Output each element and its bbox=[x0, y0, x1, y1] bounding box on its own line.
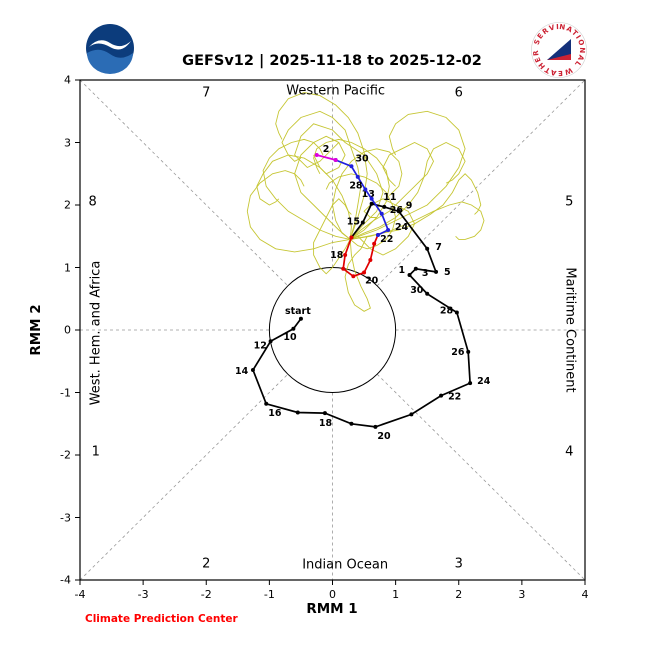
observed-trajectory-point bbox=[407, 273, 412, 277]
page-title: GEFSv12 | 2025-11-18 to 2025-12-02 bbox=[182, 53, 482, 69]
day-label: 24 bbox=[477, 376, 491, 387]
observed-trajectory-point bbox=[264, 401, 269, 406]
observed-trajectory-point bbox=[268, 339, 273, 344]
ensemble-trace bbox=[349, 141, 435, 240]
noaa-logo bbox=[86, 24, 134, 74]
day-label: 5 bbox=[444, 267, 451, 278]
ensemble-trace bbox=[350, 110, 466, 240]
day-label: 30 bbox=[355, 153, 369, 164]
observed-trajectory-point bbox=[434, 269, 439, 274]
forecast-week2-point bbox=[349, 164, 354, 169]
day-label: 11 bbox=[383, 192, 396, 203]
day-label: start bbox=[285, 306, 311, 317]
observed-trajectory-point bbox=[439, 393, 444, 398]
guide-lines bbox=[79, 79, 586, 581]
day-label: 26 bbox=[390, 205, 404, 216]
forecast-week3-point bbox=[333, 158, 338, 162]
forecast-week2-point bbox=[375, 233, 380, 237]
observed-trajectory-point bbox=[291, 326, 296, 331]
day-label: 30 bbox=[410, 285, 424, 296]
credit-text: Climate Prediction Center bbox=[85, 613, 238, 625]
day-label: 18 bbox=[330, 250, 344, 261]
forecast-week1-point bbox=[368, 258, 373, 262]
forecast-week1-point bbox=[343, 253, 348, 257]
forecast-week2-point bbox=[379, 211, 384, 216]
day-label: 22 bbox=[380, 234, 393, 245]
ensemble-trace bbox=[246, 170, 351, 253]
day-label: 20 bbox=[365, 276, 379, 287]
observed-trajectory-point bbox=[454, 310, 459, 315]
day-label: 26 bbox=[451, 347, 465, 358]
day-label: 14 bbox=[235, 366, 249, 377]
nws-flag-stripe bbox=[547, 54, 571, 60]
day-label: 2 bbox=[323, 144, 330, 155]
observed-trajectory-point bbox=[425, 246, 430, 251]
forecast-week2-point bbox=[369, 196, 374, 201]
forecast-week1-point bbox=[341, 266, 346, 271]
ensemble-trace bbox=[281, 110, 362, 240]
observed-trajectory-point bbox=[322, 411, 327, 416]
day-label: 24 bbox=[395, 222, 409, 233]
day-label: 3 bbox=[422, 268, 429, 279]
forecast-week1-point bbox=[362, 270, 367, 275]
ensemble-trace bbox=[262, 138, 351, 240]
observed-trajectory-point bbox=[468, 381, 473, 386]
forecast-week1-point bbox=[349, 235, 354, 240]
observed-trajectory-point bbox=[466, 349, 471, 354]
ensemble-trace bbox=[350, 201, 485, 240]
forecast-week3: 2 bbox=[314, 144, 338, 162]
day-label: 20 bbox=[377, 431, 391, 442]
ensemble-trace bbox=[350, 173, 482, 240]
day-label: 1 bbox=[399, 265, 406, 276]
day-label: 16 bbox=[268, 408, 282, 419]
forecast-week2: 24 26 28 30 bbox=[333, 153, 409, 237]
forecast-week2-point bbox=[363, 187, 368, 192]
forecast-week1-point bbox=[372, 241, 377, 246]
observed-trajectory-point bbox=[360, 220, 365, 225]
observed-trajectory-point bbox=[250, 368, 255, 372]
observed-trajectory-point bbox=[349, 421, 354, 426]
day-label: 28 bbox=[440, 306, 454, 317]
forecast-week2-point bbox=[355, 174, 360, 179]
observed-trajectory-point bbox=[425, 291, 430, 296]
day-label: 28 bbox=[349, 180, 363, 191]
noaa-logo-ocean bbox=[87, 49, 133, 74]
day-label: 9 bbox=[406, 200, 413, 211]
observed-trajectory-point bbox=[298, 316, 303, 321]
observed-trajectory-point bbox=[369, 201, 374, 206]
tick-marks bbox=[75, 79, 586, 585]
ensemble-trace bbox=[325, 173, 397, 250]
day-label: 10 bbox=[283, 332, 297, 343]
ensemble-trace bbox=[256, 154, 352, 240]
forecast-week2-point bbox=[386, 228, 391, 232]
noaa-seagull-icon bbox=[89, 40, 131, 50]
forecast-week1-point bbox=[351, 274, 356, 279]
ensemble-trace bbox=[313, 198, 352, 275]
observed-trajectory-point bbox=[295, 410, 300, 415]
day-label: 12 bbox=[254, 340, 267, 351]
day-label: 22 bbox=[448, 392, 461, 403]
day-label: 7 bbox=[435, 242, 442, 253]
nws-logo: NATIONAL WEATHER SERVICE bbox=[530, 21, 587, 78]
ensemble-members bbox=[246, 92, 485, 312]
observed-trajectory-point bbox=[382, 204, 387, 209]
forecast-week3-point bbox=[314, 153, 319, 157]
observed-trajectory-point bbox=[409, 412, 414, 417]
day-label: 18 bbox=[319, 418, 333, 429]
day-label: 15 bbox=[347, 217, 360, 228]
observed-trajectory-point bbox=[373, 424, 378, 429]
observed-trajectory-point bbox=[413, 266, 418, 271]
nws-flag-icon bbox=[547, 39, 571, 60]
observed-trajectory-point bbox=[396, 209, 401, 214]
